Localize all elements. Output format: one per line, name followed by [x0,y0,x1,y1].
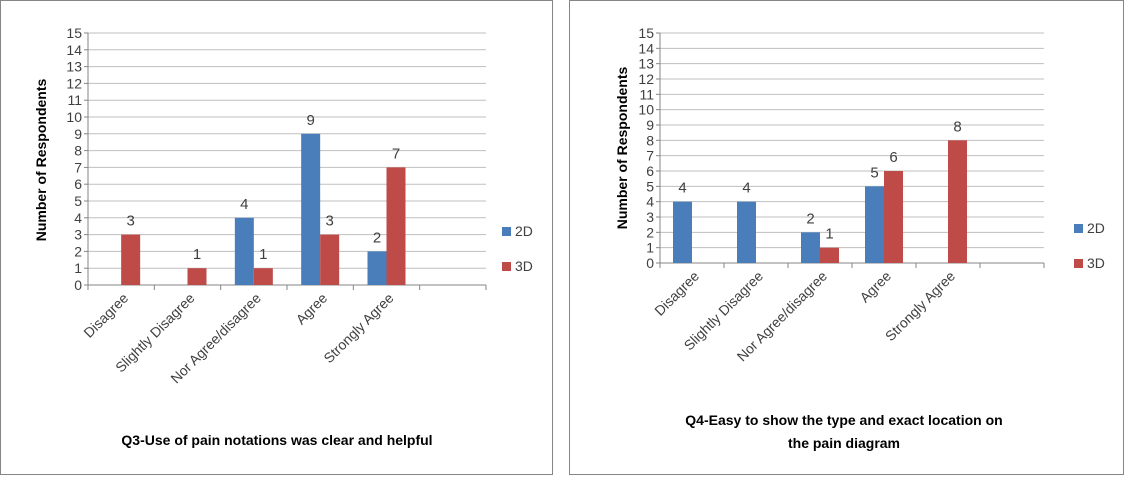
chart-0-data-label: 1 [259,246,267,263]
chart-0-bar-2d [301,133,321,285]
chart-1-legend-swatch-3d [1074,259,1083,268]
chart-1-data-label: 4 [742,180,750,197]
chart-1-legend-label-2d: 2D [1087,220,1105,236]
chart-0-ytick-label: 5 [74,193,82,209]
chart-0-ytick-label: 15 [66,25,82,41]
chart-0-ytick-label: 6 [74,176,82,192]
chart-1-ytick-label: 0 [646,255,654,271]
chart-0-legend-swatch-3d [502,262,511,271]
chart-1-legend-swatch-2d [1074,224,1083,233]
chart-0-data-label: 3 [126,213,134,230]
chart-1-ytick-label: 6 [646,163,654,179]
chart-1-bar-3d [820,247,839,263]
chart-1-y-axis-title: Number of Respondents [614,67,630,230]
chart-1-bar-2d [801,232,820,263]
chart-0-data-label: 4 [240,196,248,213]
chart-1-data-label: 4 [678,180,686,197]
chart-0-ytick-label: 4 [74,210,82,226]
chart-1-ytick-label: 9 [646,117,654,133]
chart-0-y-axis-title: Number of Respondents [33,79,49,242]
chart-0-title: Q3-Use of pain notations was clear and h… [121,432,432,448]
chart-1-bar-3d [948,140,967,263]
chart-0-ytick-label: 0 [74,277,82,293]
chart-0-bar-3d [121,234,141,285]
chart-0-ytick-label: 11 [67,92,82,108]
chart-0-data-label: 9 [306,112,314,129]
chart-1-ytick-label: 4 [646,194,654,210]
chart-0-legend-swatch-2d [502,227,511,236]
chart-1-data-label: 1 [825,226,833,243]
chart-q4-svg: 01234567891011121314154Disagree4Slightly… [569,0,1124,475]
chart-1-ytick-label: 8 [646,132,654,148]
chart-1-title-line2: the pain diagram [788,435,900,451]
chart-1-data-label: 2 [806,210,814,227]
chart-0-bar-2d [234,217,254,285]
chart-0-bar-3d [253,268,273,285]
chart-0-bar-3d [320,234,340,285]
chart-q4: 0 1 2 3 4 5 6 7 8 9 10 11 12 13 14 15 4 Disagree 4 Slightly… [569,0,1124,480]
chart-0-ytick-label: 8 [74,143,82,159]
chart-1-title: Q4-Easy to show the type and exact locat… [685,412,1002,428]
chart-1-data-label: 6 [889,149,897,166]
chart-0-ytick-label: 1 [74,260,82,276]
chart-0-frame [0,0,553,475]
chart-q3-svg: 01234567891011121314153Disagree1Slightly… [0,0,553,475]
chart-1-data-label: 5 [870,164,878,181]
chart-1-legend-label-3d: 3D [1087,255,1105,271]
chart-0-data-label: 1 [193,246,201,263]
chart-0-ytick-label: 14 [66,42,82,58]
chart-1-ytick-label: 7 [646,148,654,164]
chart-1-bar-2d [673,201,692,263]
chart-0-data-label: 2 [373,229,381,246]
chart-0-ytick-label: 7 [74,159,82,175]
chart-0-data-label: 7 [392,145,400,162]
chart-1-ytick-label: 15 [638,25,654,41]
chart-0-ytick-label: 9 [74,126,82,142]
chart-1-ytick-label: 3 [646,209,654,225]
chart-1-bar-3d [884,171,903,263]
chart-1-data-label: 8 [953,118,961,135]
chart-0-ytick-label: 10 [66,109,82,125]
chart-0-ytick-label: 2 [74,243,82,259]
chart-1-ytick-label: 10 [638,102,654,118]
chart-0-ytick-label: 12 [66,75,82,91]
chart-0-bar-3d [386,167,406,285]
chart-0-ytick-label: 3 [74,227,82,243]
chart-0-bar-3d [187,268,207,285]
chart-1-ytick-label: 13 [638,56,654,72]
chart-1-ytick-label: 2 [646,224,654,240]
chart-1-ytick-label: 11 [639,86,654,102]
chart-1-bar-2d [737,201,756,263]
chart-0-data-label: 3 [325,213,333,230]
chart-0-legend-label-3d: 3D [515,258,533,274]
chart-1-bar-2d [865,186,884,263]
chart-1-ytick-label: 12 [638,71,654,87]
chart-0-legend-label-2d: 2D [515,223,533,239]
chart-1-ytick-label: 14 [638,40,654,56]
chart-q3: 0 1 2 3 4 5 6 7 8 9 10 11 12 13 14 15 3 Disagree 1 Slightly… [0,0,553,480]
chart-0-bar-2d [367,251,387,285]
chart-1-ytick-label: 1 [646,240,654,256]
chart-1-ytick-label: 5 [646,178,654,194]
chart-0-ytick-label: 13 [66,59,82,75]
